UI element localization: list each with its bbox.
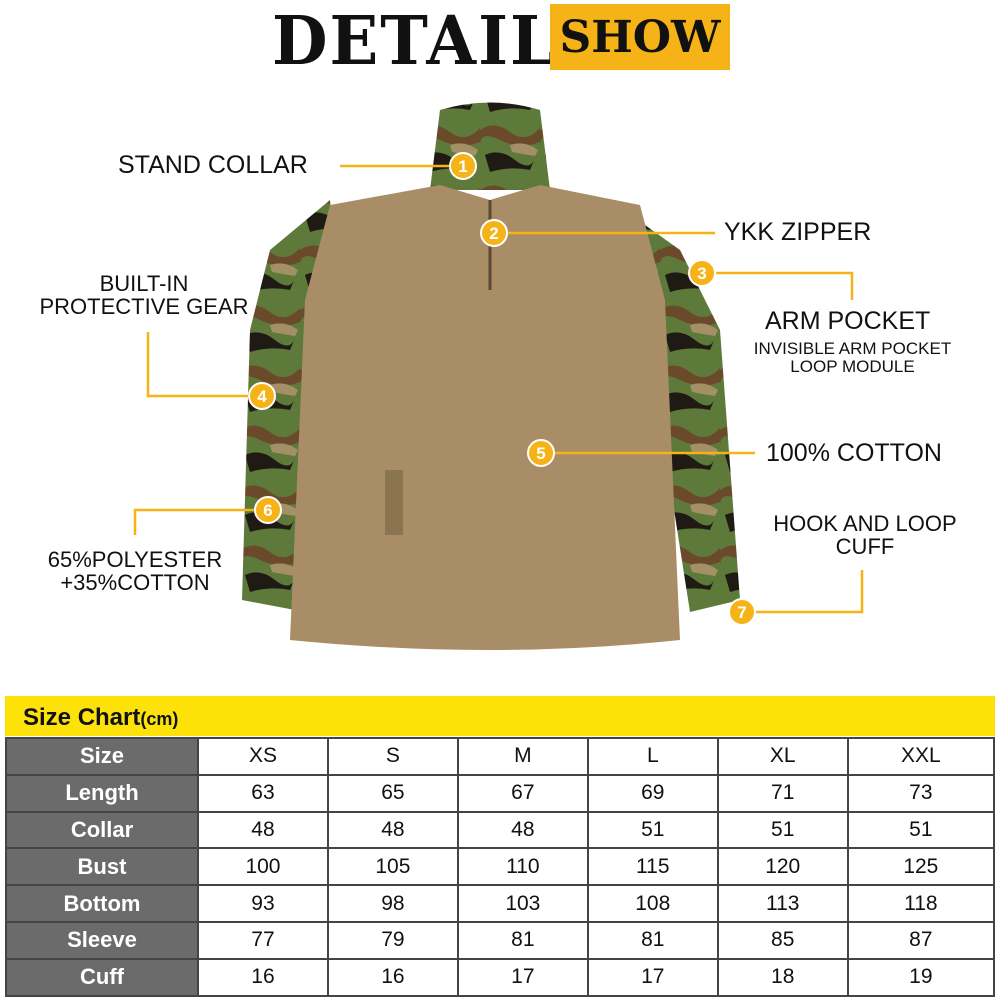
label-ykk-zipper: YKK ZIPPER bbox=[724, 218, 872, 246]
table-cell: 125 bbox=[846, 847, 996, 887]
svg-text:2: 2 bbox=[489, 224, 498, 243]
table-cell: 51 bbox=[846, 810, 996, 850]
title-show-badge: SHOW bbox=[550, 4, 730, 70]
svg-text:7: 7 bbox=[737, 603, 746, 622]
table-cell: 71 bbox=[716, 773, 849, 813]
table-cell: 65 bbox=[326, 773, 459, 813]
table-cell: XS bbox=[197, 737, 329, 776]
table-cell: 63 bbox=[197, 773, 329, 813]
shirt-body bbox=[290, 185, 680, 650]
table-cell: 81 bbox=[456, 920, 589, 960]
table-cell: 48 bbox=[456, 810, 589, 850]
svg-text:6: 6 bbox=[263, 501, 272, 520]
collar bbox=[430, 102, 550, 190]
size-chart-table: Size XS S M L XL XXL Length 63 65 67 69 71 73 Collar 48… bbox=[5, 737, 996, 997]
table-cell: 18 bbox=[716, 957, 849, 997]
table-cell: XL bbox=[716, 737, 849, 776]
table-cell: 110 bbox=[456, 847, 589, 887]
label-protective-gear: BUILT-IN PROTECTIVE GEAR bbox=[39, 271, 249, 320]
table-cell: 19 bbox=[846, 957, 996, 997]
svg-text:3: 3 bbox=[697, 264, 706, 283]
table-row: Bust 100 105 110 115 120 125 bbox=[5, 847, 996, 887]
table-cell: 51 bbox=[586, 810, 719, 850]
table-row: Cuff 16 16 17 17 18 19 bbox=[5, 957, 996, 997]
svg-text:5: 5 bbox=[536, 444, 545, 463]
table-row: Length 63 65 67 69 71 73 bbox=[5, 773, 996, 813]
row-header: Size bbox=[5, 737, 199, 776]
table-row: Size XS S M L XL XXL bbox=[5, 737, 996, 776]
callout-marker-1: 1 bbox=[449, 152, 477, 185]
table-cell: 87 bbox=[846, 920, 996, 960]
table-cell: XXL bbox=[846, 737, 996, 776]
table-cell: 103 bbox=[456, 884, 589, 923]
table-row: Sleeve 77 79 81 81 85 87 bbox=[5, 920, 996, 960]
svg-text:1: 1 bbox=[458, 157, 467, 176]
table-cell: M bbox=[456, 737, 589, 776]
label-stand-collar: STAND COLLAR bbox=[118, 151, 308, 179]
table-cell: 48 bbox=[326, 810, 459, 850]
label-cotton: 100% COTTON bbox=[766, 439, 942, 467]
table-cell: 85 bbox=[716, 920, 849, 960]
table-cell: 16 bbox=[326, 957, 459, 997]
table-cell: 16 bbox=[197, 957, 329, 997]
row-header: Bottom bbox=[5, 884, 199, 923]
table-cell: 17 bbox=[456, 957, 589, 997]
size-chart-title-text: Size Chart bbox=[23, 704, 141, 731]
label-polyester-cotton: 65%POLYESTER +35%COTTON bbox=[47, 547, 223, 596]
svg-text:4: 4 bbox=[257, 387, 267, 406]
table-cell: 77 bbox=[197, 920, 329, 960]
row-header: Bust bbox=[5, 847, 199, 887]
label-arm-pocket: ARM POCKET bbox=[765, 307, 931, 335]
table-cell: 93 bbox=[197, 884, 329, 923]
table-cell: 108 bbox=[586, 884, 719, 923]
table-cell: 81 bbox=[586, 920, 719, 960]
callout-marker-7: 7 bbox=[728, 598, 756, 631]
table-cell: 115 bbox=[586, 847, 719, 887]
size-chart-title: Size Chart(cm) bbox=[5, 696, 995, 736]
table-cell: 69 bbox=[586, 773, 719, 813]
table-cell: 118 bbox=[846, 884, 996, 923]
row-header: Length bbox=[5, 773, 199, 813]
callout-marker-5: 5 bbox=[527, 439, 555, 472]
row-header: Sleeve bbox=[5, 920, 199, 960]
title-detail: DETAIL bbox=[272, 2, 557, 81]
table-cell: 120 bbox=[716, 847, 849, 887]
table-cell: 73 bbox=[846, 773, 996, 813]
label-hook-loop-cuff: HOOK AND LOOP CUFF bbox=[773, 511, 957, 560]
table-cell: 113 bbox=[716, 884, 849, 923]
table-cell: S bbox=[326, 737, 459, 776]
table-cell: L bbox=[586, 737, 719, 776]
table-cell: 51 bbox=[716, 810, 849, 850]
table-cell: 17 bbox=[586, 957, 719, 997]
callout-marker-2: 2 bbox=[480, 219, 508, 252]
callout-marker-3: 3 bbox=[688, 259, 716, 292]
table-cell: 79 bbox=[326, 920, 459, 960]
table-cell: 100 bbox=[197, 847, 329, 887]
row-header: Cuff bbox=[5, 957, 199, 997]
callout-marker-6: 6 bbox=[254, 496, 282, 529]
label-arm-pocket-sub: INVISIBLE ARM POCKET LOOP MODULE bbox=[753, 339, 952, 376]
table-cell: 98 bbox=[326, 884, 459, 923]
row-header: Collar bbox=[5, 810, 199, 850]
table-cell: 48 bbox=[197, 810, 329, 850]
table-cell: 67 bbox=[456, 773, 589, 813]
table-cell: 105 bbox=[326, 847, 459, 887]
table-row: Collar 48 48 48 51 51 51 bbox=[5, 810, 996, 850]
size-chart-unit: (cm) bbox=[140, 709, 179, 729]
callout-marker-4: 4 bbox=[248, 382, 276, 415]
table-row: Bottom 93 98 103 108 113 118 bbox=[5, 884, 996, 923]
